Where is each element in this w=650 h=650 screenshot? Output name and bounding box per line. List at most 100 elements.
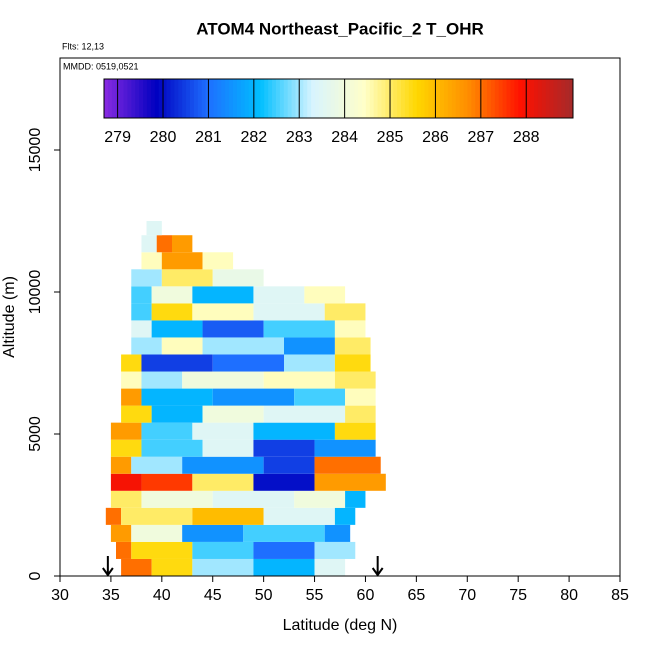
cell — [334, 507, 356, 525]
colorbar-cell — [463, 79, 468, 118]
cell — [110, 456, 132, 474]
colorbar-cell — [483, 79, 488, 118]
colorbar-cell — [143, 79, 148, 118]
colorbar-cell — [119, 79, 125, 118]
cell — [110, 490, 142, 508]
colorbar-cell — [408, 79, 414, 118]
cell — [324, 524, 351, 542]
colorbar-cell — [530, 79, 535, 118]
cell — [141, 473, 193, 491]
colorbar-cell — [150, 79, 156, 118]
colorbar-tick-label: 287 — [467, 129, 494, 146]
cell — [314, 473, 386, 491]
colorbar-cell — [326, 79, 332, 118]
x-tick-label: 60 — [357, 587, 375, 604]
colorbar-cell — [416, 79, 422, 118]
colorbar-cell — [158, 79, 164, 118]
y-tick-label: 10000 — [27, 270, 44, 315]
colorbar-cell — [506, 79, 511, 118]
plot-frame — [59, 57, 621, 577]
colorbar-cell — [440, 79, 445, 118]
colorbar-cell — [146, 79, 152, 118]
colorbar-cell — [330, 79, 336, 118]
y-tick-label: 5000 — [27, 416, 44, 452]
colorbar-cell — [154, 79, 160, 118]
colorbar-tick-label: 284 — [331, 129, 358, 146]
colorbar-cell — [549, 79, 554, 118]
colorbar-cell — [213, 79, 218, 118]
colorbar-tick-label: 286 — [422, 129, 449, 146]
colorbar-cell — [162, 79, 168, 118]
cell — [161, 252, 203, 270]
colorbar-cell — [514, 79, 519, 118]
cell — [141, 354, 213, 372]
cell — [294, 388, 346, 406]
colorbar-tick-label: 279 — [104, 129, 131, 146]
cell — [151, 320, 203, 338]
x-tick-label: 55 — [306, 587, 324, 604]
cell — [110, 422, 142, 440]
colorbar-cell — [561, 79, 566, 118]
colorbar-cell — [307, 79, 312, 118]
colorbar-cell — [381, 79, 386, 118]
cell — [304, 286, 346, 304]
colorbar-cell — [361, 79, 367, 118]
cell — [172, 235, 193, 253]
colorbar-cell — [260, 79, 265, 118]
cell — [151, 405, 203, 423]
colorbar-cell — [526, 79, 531, 118]
colorbar-cell — [221, 79, 226, 118]
cell — [314, 558, 346, 576]
colorbar-cell — [377, 79, 382, 118]
cell — [202, 252, 234, 270]
flight-arrow — [102, 556, 114, 577]
x-tick-label: 35 — [102, 587, 120, 604]
cell — [131, 524, 183, 542]
colorbar-cell — [358, 79, 363, 118]
colorbar-cell — [518, 79, 523, 118]
colorbar-cell — [197, 79, 203, 118]
colorbar-cell — [240, 79, 246, 118]
cell — [182, 456, 264, 474]
colorbar-cell — [299, 79, 304, 118]
cell — [314, 456, 381, 474]
cell — [146, 221, 162, 236]
cell — [161, 269, 213, 287]
cell — [345, 490, 366, 508]
colorbar-cell — [318, 79, 324, 118]
cell — [192, 558, 254, 576]
cell — [110, 473, 142, 491]
colorbar-cell — [471, 79, 476, 118]
colorbar-cell — [123, 79, 128, 118]
colorbar-cell — [479, 79, 484, 118]
y-tick-label: 0 — [27, 571, 44, 580]
cell — [192, 507, 264, 525]
flights-label: Flts: 12,13 — [62, 41, 104, 51]
colorbar-cell — [107, 79, 113, 118]
cell — [192, 422, 254, 440]
cell — [192, 303, 254, 321]
colorbar-cell — [397, 79, 402, 118]
cell — [121, 388, 142, 406]
cell — [121, 405, 152, 423]
x-tick-label: 50 — [255, 587, 273, 604]
cell — [131, 303, 152, 321]
colorbar-cell — [272, 79, 277, 118]
colorbar-cell — [557, 79, 562, 118]
cell — [141, 439, 203, 457]
cell — [212, 490, 295, 508]
colorbar-cell — [346, 79, 351, 118]
colorbar-cell — [432, 79, 437, 118]
cell — [141, 388, 213, 406]
colorbar-cell — [510, 79, 515, 118]
colorbar-cell — [287, 79, 293, 118]
cell — [151, 558, 193, 576]
cell — [212, 269, 264, 287]
cell — [141, 252, 162, 270]
cell — [110, 524, 132, 542]
colorbar-cell — [459, 79, 465, 118]
colorbar-tick-label: 283 — [286, 129, 313, 146]
colorbar-tick-label: 288 — [513, 129, 540, 146]
colorbar-cell — [541, 79, 547, 118]
x-tick-label: 30 — [51, 587, 69, 604]
